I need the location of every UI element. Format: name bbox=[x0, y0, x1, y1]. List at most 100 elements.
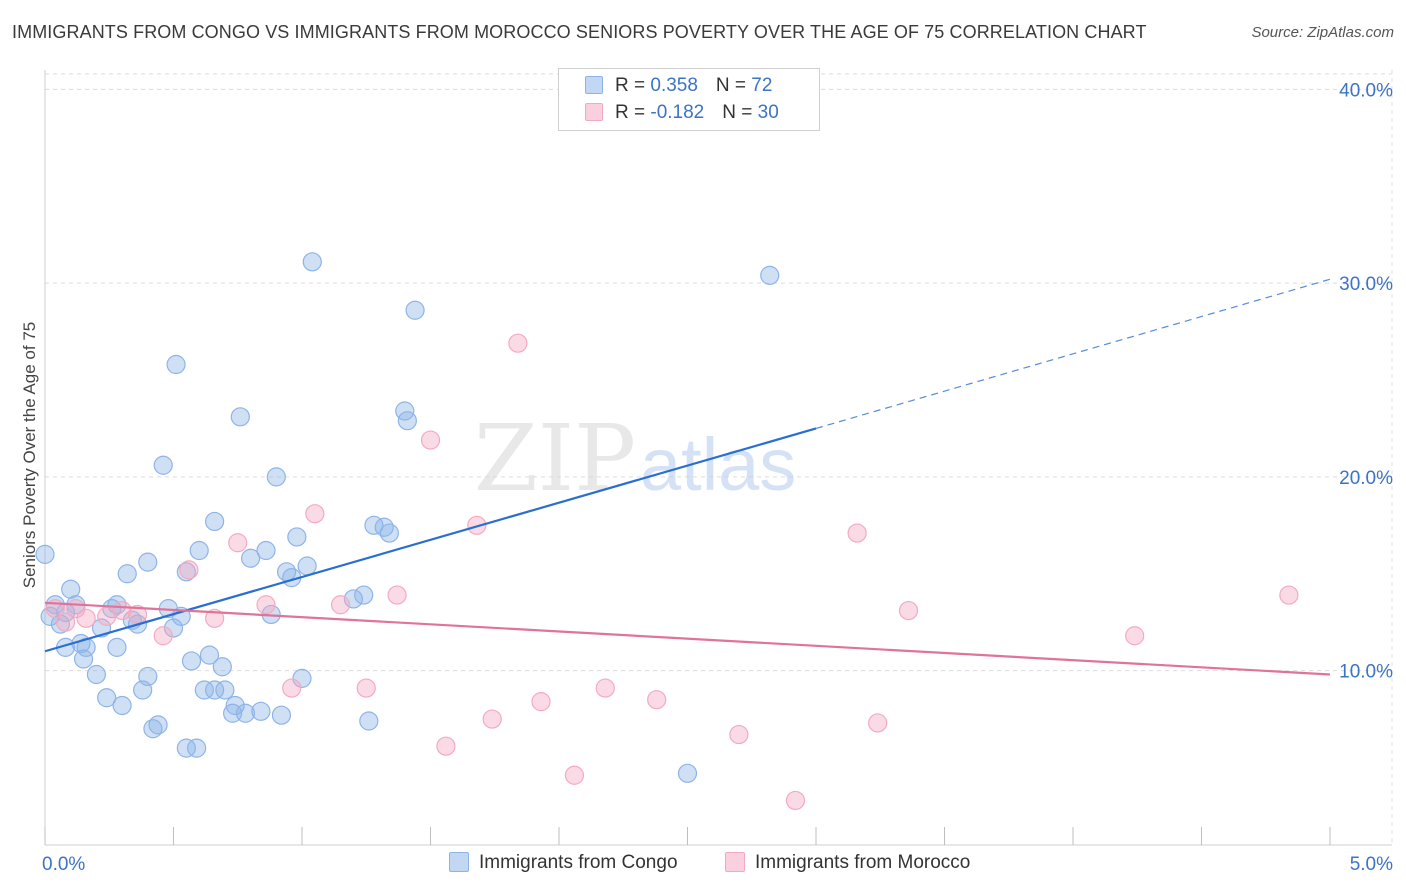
watermark-atlas: atlas bbox=[640, 423, 796, 506]
congo-point-0 bbox=[35, 544, 55, 564]
legend-morocco-swatch bbox=[725, 852, 745, 872]
congo-point-22 bbox=[138, 666, 158, 687]
legend-item-morocco: Immigrants from Morocco bbox=[725, 852, 970, 874]
morocco-point-27 bbox=[785, 790, 806, 811]
morocco-point-32 bbox=[1279, 585, 1299, 605]
congo-point-35 bbox=[189, 540, 209, 561]
morocco-trend-line bbox=[44, 601, 1331, 676]
y-axis-label: Seniors Poverty Over the Age of 75 bbox=[20, 321, 39, 589]
y-tick-label-1: 20.0% bbox=[1339, 468, 1393, 489]
congo-point-37 bbox=[199, 645, 220, 665]
morocco-point-22 bbox=[531, 692, 551, 712]
morocco-point-29 bbox=[868, 713, 888, 733]
morocco-point-17 bbox=[420, 430, 441, 450]
correlation-legend: R = 0.358 N = 72 R = -0.182 N = 30 bbox=[558, 68, 820, 131]
congo-point-62 bbox=[374, 517, 394, 537]
source-label: Source: ZipAtlas.com bbox=[1251, 24, 1394, 41]
morocco-point-28 bbox=[847, 523, 867, 543]
data-points bbox=[35, 252, 1299, 811]
legend-row-morocco: R = -0.182 N = 30 bbox=[585, 102, 779, 126]
series-legend: Immigrants from Congo Immigrants from Mo… bbox=[0, 852, 1406, 878]
y-tick-label-2: 30.0% bbox=[1339, 274, 1393, 295]
congo-point-30 bbox=[171, 606, 191, 626]
congo-point-24 bbox=[143, 719, 163, 739]
legend-item-congo: Immigrants from Congo bbox=[449, 852, 678, 874]
legend-row-congo: R = 0.358 N = 72 bbox=[585, 75, 772, 99]
morocco-point-30 bbox=[898, 600, 919, 621]
congo-swatch bbox=[585, 76, 603, 94]
morocco-point-9 bbox=[205, 608, 225, 628]
congo-point-66 bbox=[405, 300, 425, 320]
congo-point-13 bbox=[97, 688, 117, 708]
congo-point-38 bbox=[205, 511, 225, 532]
congo-point-33 bbox=[181, 651, 202, 671]
congo-trend-extension bbox=[815, 278, 1331, 430]
trend-lines bbox=[44, 278, 1331, 676]
morocco-point-3 bbox=[76, 608, 96, 628]
congo-point-51 bbox=[271, 705, 292, 725]
congo-point-57 bbox=[302, 252, 322, 272]
congo-point-28 bbox=[163, 618, 184, 638]
congo-point-31 bbox=[176, 738, 196, 758]
congo-point-41 bbox=[215, 680, 235, 700]
morocco-point-26 bbox=[729, 724, 749, 745]
congo-point-59 bbox=[354, 585, 374, 605]
morocco-point-25 bbox=[647, 690, 667, 710]
congo-point-55 bbox=[292, 668, 312, 688]
morocco-point-16 bbox=[387, 585, 407, 605]
congo-point-60 bbox=[359, 711, 379, 731]
morocco-point-31 bbox=[1125, 626, 1145, 646]
y-tick-label-0: 10.0% bbox=[1339, 662, 1393, 683]
congo-point-56 bbox=[297, 556, 317, 576]
congo-point-23 bbox=[138, 552, 158, 572]
congo-n-value: 72 bbox=[751, 75, 773, 96]
morocco-point-18 bbox=[436, 736, 456, 756]
y-tick-label-3: 40.0% bbox=[1339, 80, 1393, 101]
legend-morocco-label: Immigrants from Morocco bbox=[755, 852, 971, 873]
congo-point-29 bbox=[166, 354, 186, 375]
morocco-point-23 bbox=[564, 765, 585, 785]
x-tick-label-1: 5.0% bbox=[1350, 854, 1393, 875]
congo-point-63 bbox=[379, 523, 399, 543]
morocco-point-14 bbox=[330, 595, 351, 615]
congo-point-16 bbox=[107, 637, 127, 657]
congo-point-50 bbox=[266, 467, 286, 487]
congo-point-46 bbox=[241, 548, 261, 568]
x-tick-label-0: 0.0% bbox=[42, 854, 85, 875]
congo-point-47 bbox=[251, 701, 271, 721]
morocco-point-8 bbox=[179, 560, 199, 580]
congo-point-18 bbox=[117, 564, 137, 584]
morocco-r-value: -0.182 bbox=[650, 102, 705, 123]
morocco-point-19 bbox=[467, 515, 487, 535]
congo-point-5 bbox=[61, 579, 81, 599]
axes bbox=[44, 70, 1392, 846]
congo-point-36 bbox=[194, 680, 214, 700]
congo-point-11 bbox=[86, 664, 107, 685]
tick-labels: 10.0% 20.0% 30.0% 40.0% 0.0% 5.0% bbox=[42, 80, 1393, 875]
congo-point-65 bbox=[397, 411, 417, 431]
morocco-n-value: 30 bbox=[757, 102, 779, 123]
congo-point-10 bbox=[73, 649, 94, 669]
morocco-point-20 bbox=[482, 709, 502, 729]
congo-trend-line bbox=[44, 427, 817, 653]
morocco-point-12 bbox=[282, 678, 302, 698]
morocco-point-11 bbox=[256, 595, 276, 615]
congo-point-48 bbox=[256, 540, 276, 561]
legend-congo-swatch bbox=[449, 852, 469, 872]
congo-point-17 bbox=[112, 695, 132, 716]
morocco-point-10 bbox=[228, 533, 248, 553]
congo-point-43 bbox=[225, 695, 245, 716]
congo-point-39 bbox=[205, 680, 225, 700]
morocco-point-21 bbox=[508, 333, 528, 353]
chart-title: IMMIGRANTS FROM CONGO VS IMMIGRANTS FROM… bbox=[12, 22, 1147, 42]
congo-r-value: 0.358 bbox=[650, 75, 698, 96]
congo-point-44 bbox=[230, 407, 250, 427]
congo-point-54 bbox=[287, 527, 307, 547]
congo-point-67 bbox=[760, 265, 780, 285]
congo-point-40 bbox=[212, 657, 232, 677]
morocco-point-24 bbox=[595, 678, 615, 698]
congo-point-68 bbox=[677, 763, 698, 783]
congo-point-34 bbox=[187, 738, 207, 758]
gridlines bbox=[45, 70, 1393, 845]
